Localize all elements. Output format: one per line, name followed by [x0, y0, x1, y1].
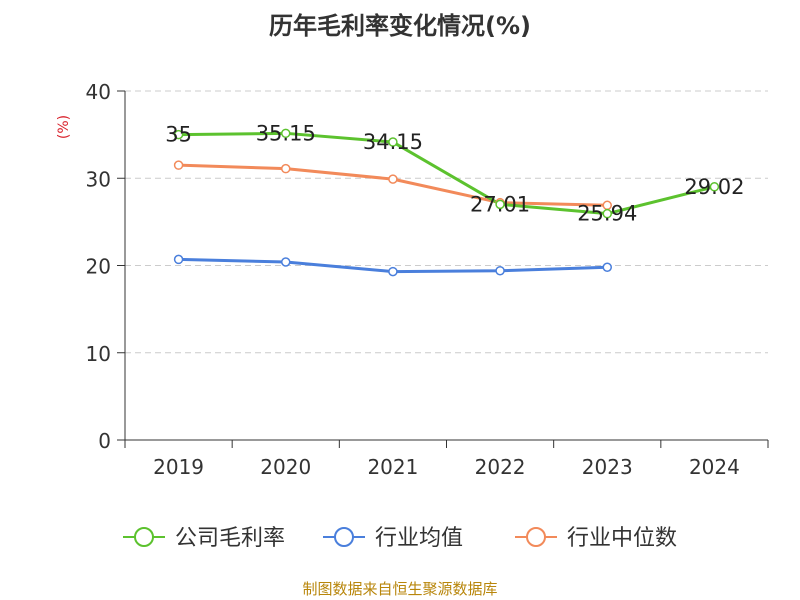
- data-point: [709, 182, 720, 192]
- data-label: 35.15: [256, 121, 316, 145]
- legend: 公司毛利率 行业均值 行业中位数: [123, 526, 677, 551]
- data-point: [602, 208, 612, 219]
- y-tick-label: 20: [86, 255, 111, 279]
- data-source-note: 制图数据来自恒生聚源数据库: [302, 580, 498, 598]
- axes: [117, 90, 769, 448]
- y-axis-label: (%): [56, 115, 72, 139]
- data-point: [281, 257, 291, 267]
- data-point: [602, 262, 612, 272]
- x-tick-label: 2019: [153, 455, 204, 479]
- legend-marker: [526, 527, 546, 547]
- chart-title: 历年毛利率变化情况(%): [269, 12, 531, 40]
- y-tick-label: 0: [98, 429, 111, 453]
- data-label: 34.15: [363, 130, 423, 154]
- series-points: [173, 128, 720, 277]
- legend-label: 行业均值: [375, 526, 463, 551]
- data-point: [388, 266, 398, 277]
- data-labels: 35 35.15 34.15 27.01 25.94 29.02: [165, 121, 744, 225]
- y-tick-label: 10: [86, 342, 111, 366]
- legend-item: 公司毛利率: [123, 526, 285, 551]
- data-label: 25.94: [577, 202, 637, 226]
- x-tick-label: 2024: [689, 455, 740, 479]
- data-label: 35: [165, 123, 192, 147]
- data-point: [173, 254, 184, 265]
- y-tick-label: 30: [86, 167, 111, 191]
- legend-label: 公司毛利率: [175, 526, 285, 551]
- data-point: [495, 199, 505, 210]
- legend-item: 行业中位数: [515, 526, 677, 551]
- x-tick-label: 2021: [367, 455, 418, 479]
- legend-item: 行业均值: [323, 526, 463, 551]
- data-point: [388, 137, 398, 147]
- y-tick-labels: 0 10 20 30 40: [86, 80, 111, 453]
- series-line-2: [178, 163, 608, 207]
- series-line-0: [178, 131, 715, 216]
- data-point: [495, 265, 505, 276]
- data-point: [281, 128, 291, 139]
- data-label: 29.02: [684, 175, 744, 199]
- data-point: [173, 129, 184, 140]
- data-point: [388, 174, 398, 184]
- legend-marker: [334, 527, 354, 547]
- data-label: 27.01: [470, 192, 530, 216]
- data-point: [173, 160, 184, 170]
- data-point: [281, 163, 291, 174]
- x-tick-label: 2020: [260, 455, 311, 479]
- legend-marker: [134, 527, 154, 547]
- legend-label: 行业中位数: [567, 526, 677, 551]
- x-tick-label: 2022: [475, 455, 526, 479]
- x-tick-label: 2023: [582, 455, 633, 479]
- x-tick-labels: 2019 2020 2021 2022 2023 2024: [153, 455, 740, 479]
- y-tick-label: 40: [86, 80, 111, 104]
- gridlines: [125, 90, 768, 354]
